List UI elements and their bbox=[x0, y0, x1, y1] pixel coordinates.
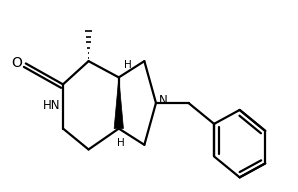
Text: H: H bbox=[124, 60, 132, 70]
Text: H: H bbox=[117, 138, 125, 148]
Text: HN: HN bbox=[43, 99, 61, 112]
Text: N: N bbox=[159, 94, 167, 107]
Polygon shape bbox=[114, 77, 123, 128]
Text: O: O bbox=[11, 56, 22, 70]
